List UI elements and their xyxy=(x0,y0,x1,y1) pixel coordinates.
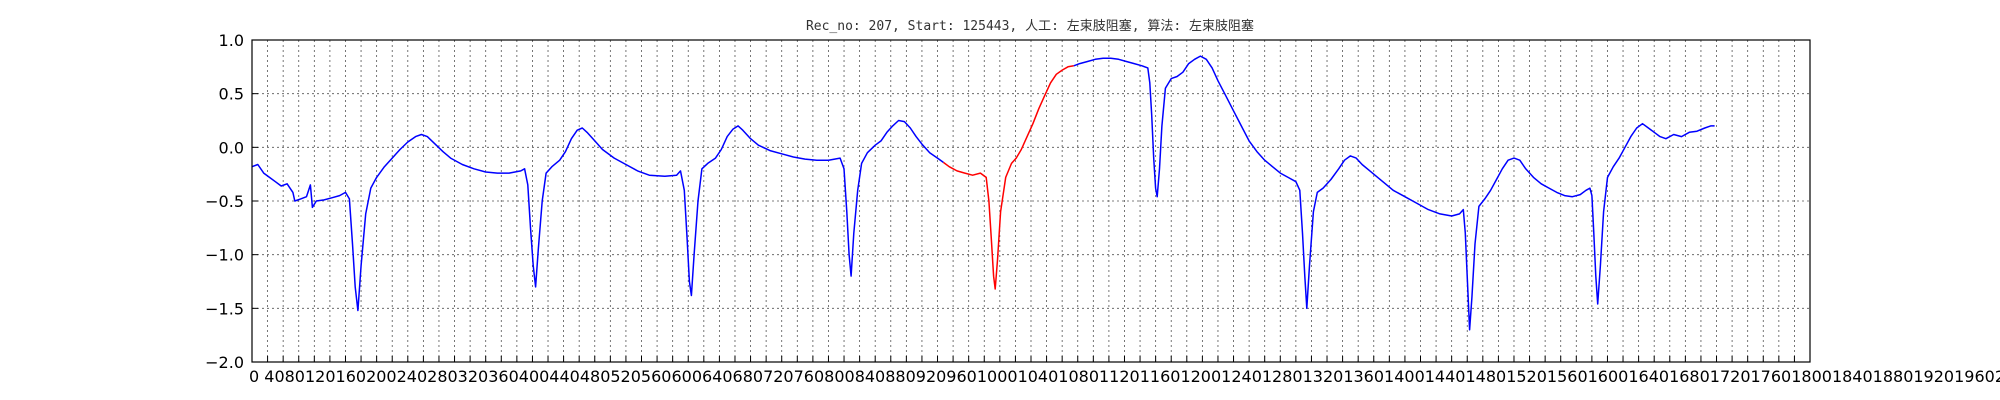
y-tick-label: 0.0 xyxy=(219,138,244,157)
series-line-2 xyxy=(942,65,1074,290)
chart-title: Rec_no: 207, Start: 125443, 人工: 左束肢阻塞, 算… xyxy=(806,18,1254,34)
x-axis: 0 40801201602002402803203604004404805205… xyxy=(249,356,2000,386)
grid xyxy=(252,40,1810,362)
y-tick-label: −1.5 xyxy=(205,299,244,318)
y-axis: 1.0 0.5 0.0 −0.5 −1.0 −1.5 −2.0 xyxy=(205,31,258,372)
x-tick-labels: 0 40801201602002402803203604004404805205… xyxy=(249,367,2000,386)
y-tick-label: −0.5 xyxy=(205,192,244,211)
y-tick-label: 1.0 xyxy=(219,31,244,50)
y-tick-label: −1.0 xyxy=(205,246,244,265)
y-tick-label: 0.5 xyxy=(219,85,244,104)
series-line-1 xyxy=(251,119,944,312)
y-tick-label: −2.0 xyxy=(205,353,244,372)
plot-series xyxy=(251,55,1715,331)
series-line-3 xyxy=(1073,55,1715,331)
